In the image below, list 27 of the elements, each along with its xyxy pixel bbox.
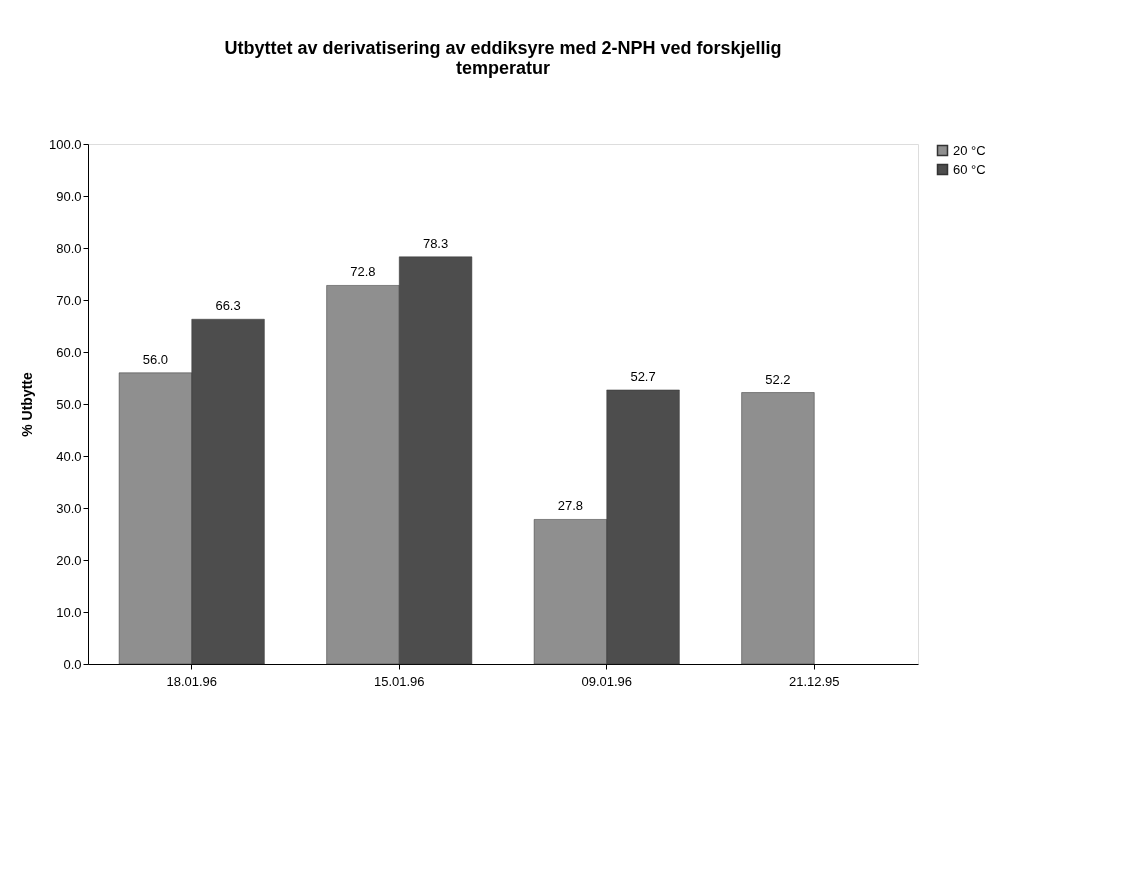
legend-label: 20 °C [953,142,986,158]
y-axis-title: % Utbytte [18,372,35,437]
data-label: 27.8 [557,498,584,514]
data-label: 72.8 [350,264,376,280]
y-tick-label: 30.0 [56,500,82,516]
x-tick-label: 21.12.95 [788,673,840,689]
bar [741,392,815,665]
legend-label: 60 °C [953,161,986,177]
y-tick-label: 0.0 [63,656,82,672]
data-label: 66.3 [215,298,241,314]
y-tick-label: 80.0 [56,240,82,256]
x-tick-label: 09.01.96 [581,673,633,689]
x-tick-label: 15.01.96 [373,673,425,689]
y-tick-label: 100.0 [48,136,82,152]
y-tick-label: 70.0 [56,292,82,308]
y-tick-label: 50.0 [56,396,82,412]
y-tick-label: 60.0 [56,344,82,360]
data-label: 56.0 [142,351,169,367]
chart-title: Utbyttet av derivatisering av eddiksyre med 2-NPH ved forskjellig temperatur [224,38,782,78]
data-label: 78.3 [422,235,449,251]
x-tick-label: 18.01.96 [166,673,218,689]
data-label: 52.2 [765,371,791,387]
y-tick-label: 90.0 [56,188,82,204]
y-tick-label: 20.0 [56,552,82,568]
y-tick-label: 10.0 [56,604,82,620]
data-label: 52.7 [630,368,656,384]
y-tick-label: 40.0 [56,448,82,464]
